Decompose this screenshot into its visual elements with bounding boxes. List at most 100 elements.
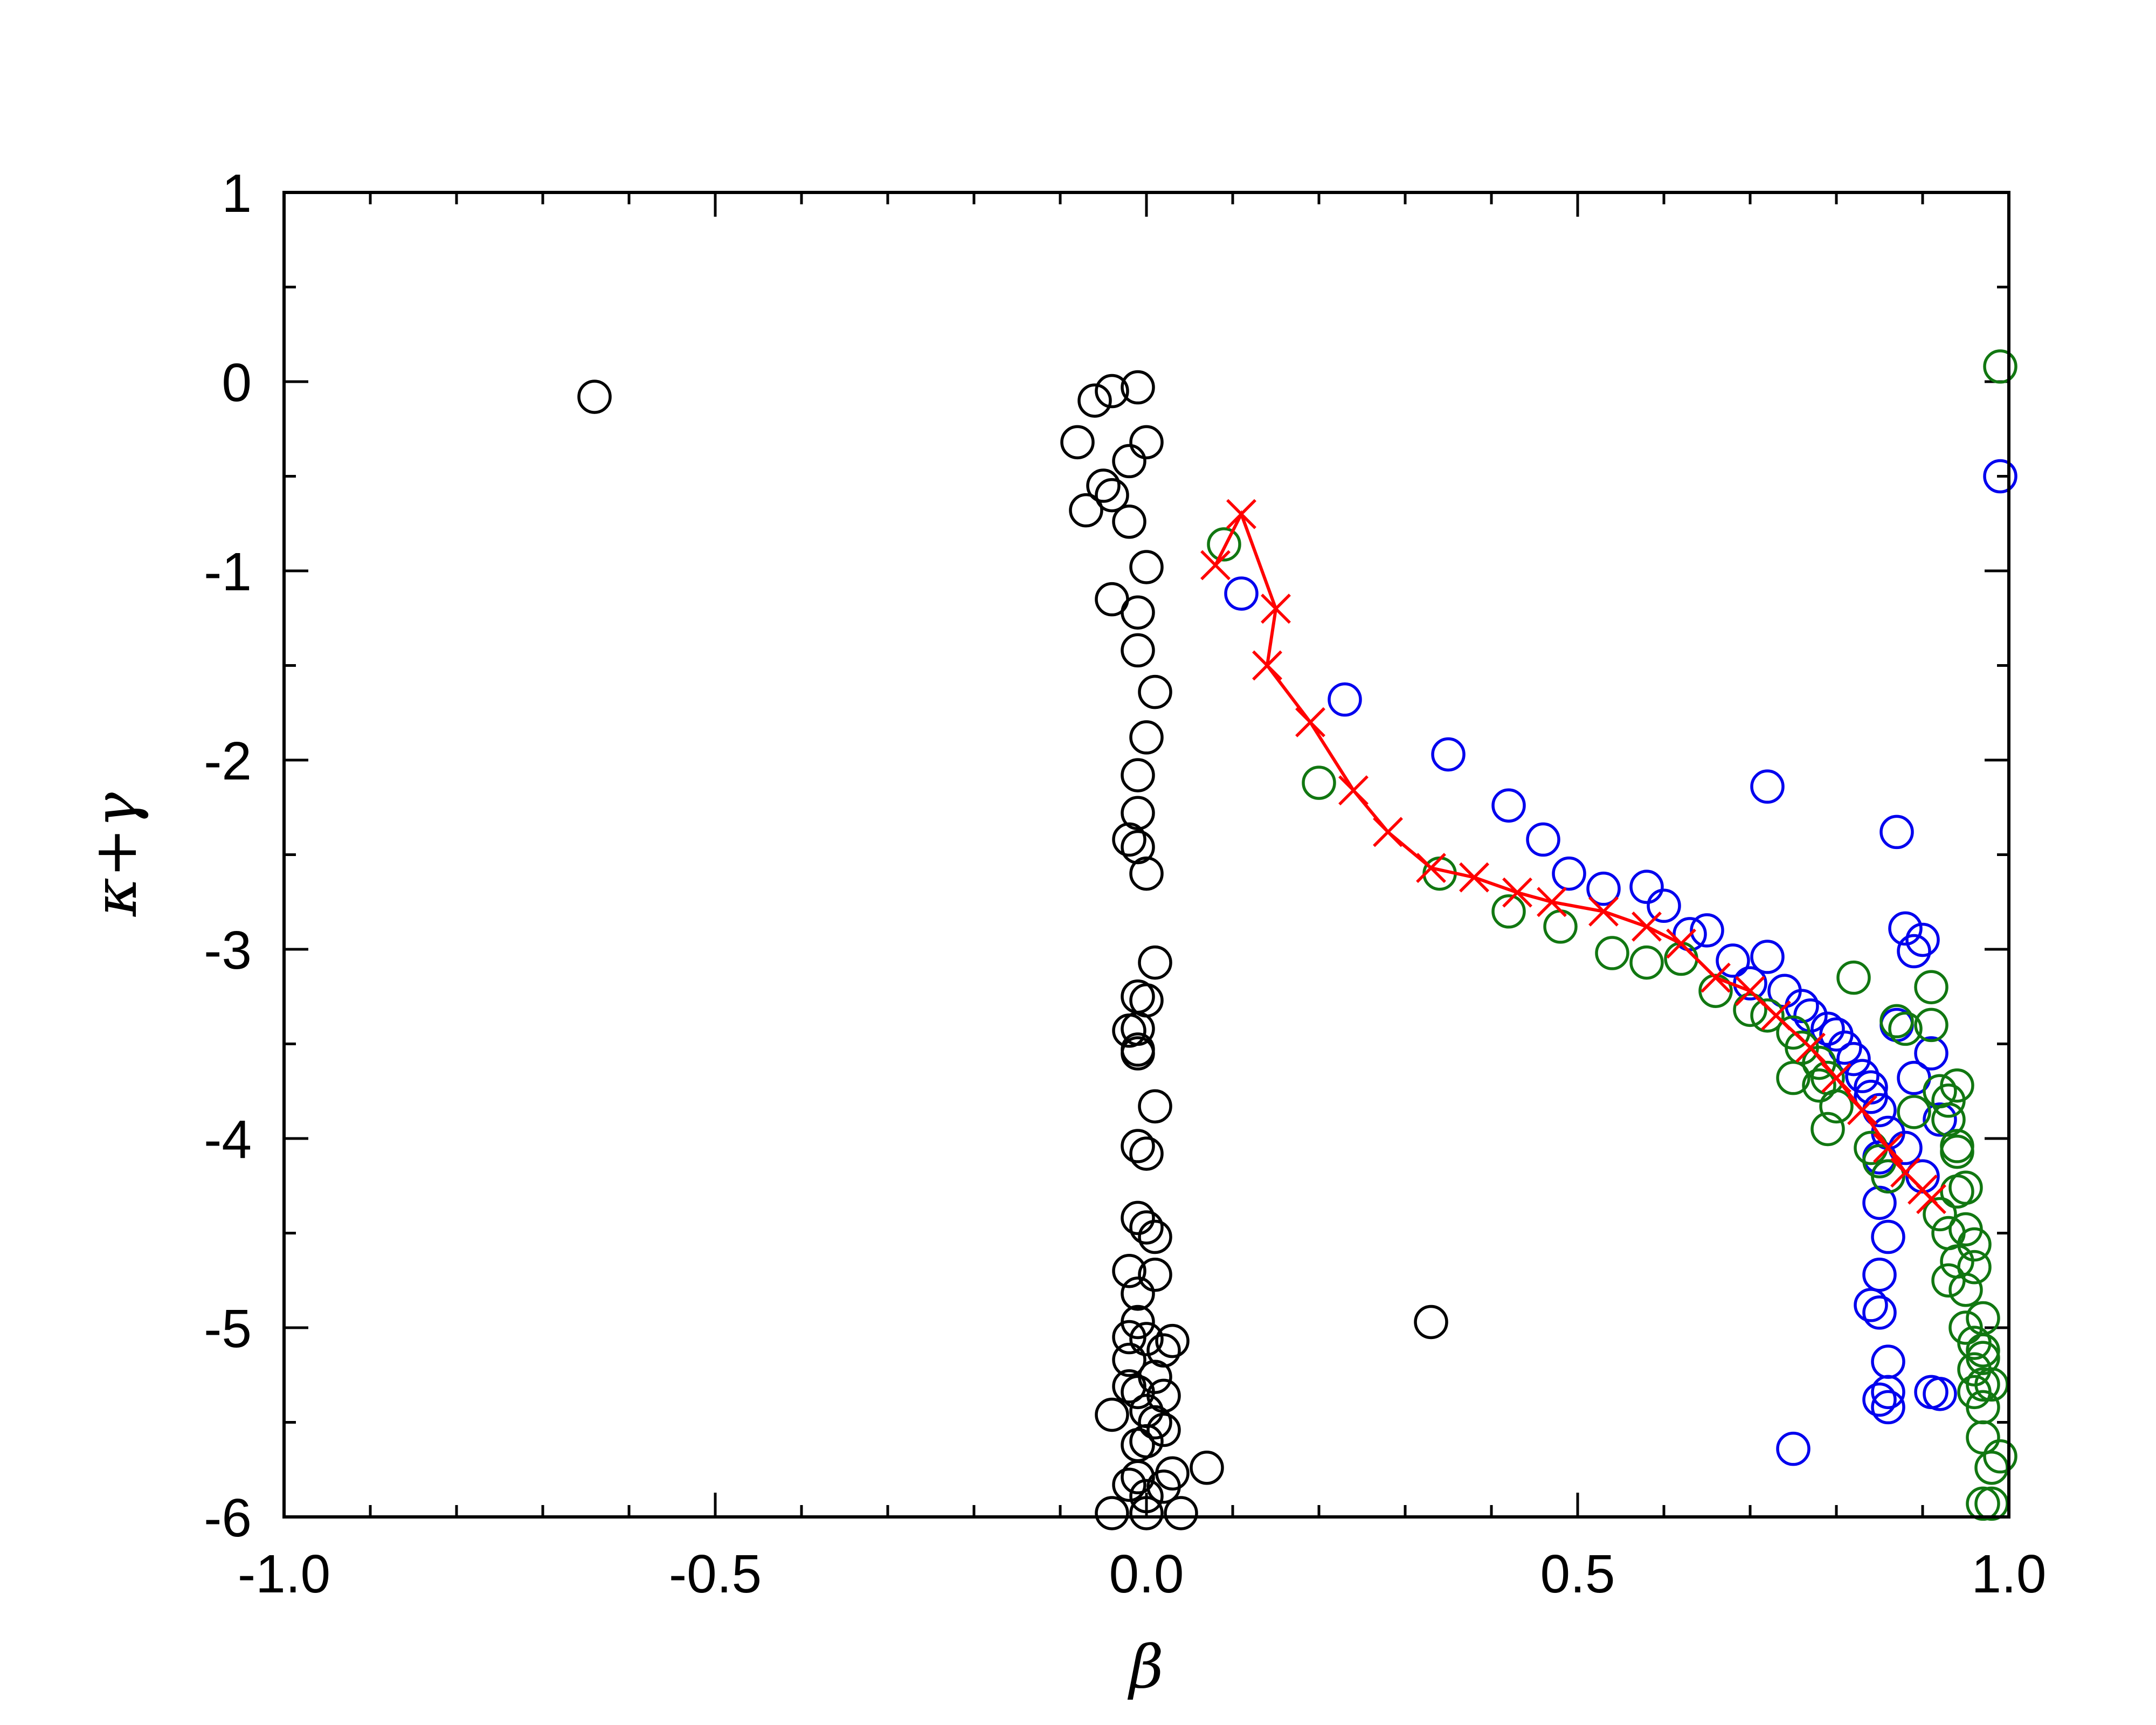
circle-marker [1871,1219,1905,1254]
circle-marker [1966,1333,2000,1368]
x-marker [1416,853,1446,884]
circle-marker [1690,913,1724,948]
x-marker-stroke [1821,1062,1851,1093]
circle-marker [1095,1496,1129,1530]
x-marker [1226,499,1256,529]
circle-marker [1138,1405,1172,1440]
x-marker [1701,962,1731,993]
x-tick-label: 0.0 [1109,1544,1184,1604]
circle-marker [1940,1134,1974,1169]
circle-marker [1121,1036,1155,1071]
circle-marker [1629,870,1664,904]
circle-marker [1095,1397,1129,1432]
circle-marker [1129,1496,1164,1530]
circle-marker [1552,856,1586,891]
circle-marker [1129,1424,1164,1459]
circle-marker [1914,970,1948,1004]
circle-marker [1121,633,1155,668]
circle-marker [1750,769,1785,804]
series-3 [1207,349,2017,1521]
circle-marker [1112,1342,1146,1377]
circle-marker [1595,936,1629,970]
y-tick-label: -5 [204,1299,252,1359]
circle-marker [1414,1305,1448,1340]
series-1 [577,370,1448,1530]
circle-marker [1431,737,1466,772]
circle-marker [1121,796,1155,831]
x-marker-stroke [1200,550,1231,581]
circle-marker [1164,1496,1198,1530]
circle-marker [1716,943,1750,978]
circle-marker [1146,1469,1181,1504]
x-marker-stroke [1632,911,1662,942]
circle-marker [1138,1219,1172,1254]
x-marker-stroke [1252,650,1282,681]
circle-marker [577,380,612,414]
x-tick-label: 0.5 [1540,1544,1615,1604]
x-tick-label: 1.0 [1971,1544,2046,1604]
circle-marker [1586,871,1621,906]
circle-marker [1888,1011,1923,1046]
x-marker [1847,1095,1877,1126]
circle-marker [1811,1112,1845,1147]
x-marker [1873,1133,1903,1163]
x-marker-stroke [1761,1000,1791,1031]
circle-marker [1871,1390,1905,1425]
x-marker [1761,1000,1791,1031]
circle-marker [1129,1210,1164,1245]
circle-marker [1095,374,1129,409]
circle-marker [1966,1341,2000,1375]
series-4 [1200,499,1946,1215]
circle-marker [1871,1375,1905,1410]
circle-marker [1146,1412,1181,1447]
x-marker [1373,817,1403,847]
x-marker [1537,887,1567,917]
circle-marker [1112,504,1146,539]
circle-marker [1629,945,1664,980]
circle-marker [1879,815,1914,850]
x-marker-stroke [1890,1157,1920,1188]
circle-marker [1750,940,1785,974]
circle-marker [1836,960,1871,995]
x-marker [1735,976,1765,1006]
circle-marker [1112,822,1146,857]
circle-marker [1146,1333,1181,1368]
circle-marker [1647,888,1681,923]
x-axis-label: β [1127,1632,1164,1701]
circle-marker [1121,1276,1155,1311]
x-marker [1795,1032,1826,1063]
circle-marker [1923,1197,1957,1232]
x-tick-label: -1.0 [238,1544,330,1604]
circle-marker [1121,1460,1155,1495]
circle-marker [1207,527,1241,562]
circle-marker [1121,370,1155,405]
circle-marker [1733,992,1767,1027]
circle-marker [1983,349,2017,384]
circle-marker [1673,917,1707,951]
x-marker [1588,896,1619,927]
circle-marker [1138,674,1172,709]
circle-marker [1121,830,1155,865]
circle-marker [1845,1059,1879,1093]
circle-marker [1155,1323,1190,1358]
x-marker-stroke [1373,817,1403,847]
circle-marker [1138,1089,1172,1124]
circle-marker [1879,1004,1914,1039]
circle-marker [1129,550,1164,584]
circle-marker [1112,444,1146,479]
circle-marker [1940,1068,1974,1103]
circle-marker [1966,1367,2000,1402]
circle-marker [1914,1036,1948,1071]
circle-marker [1923,1377,1957,1411]
circle-marker [1224,576,1259,611]
x-marker [1502,877,1532,908]
circle-marker [1897,1095,1931,1129]
circle-marker [1828,1030,1862,1065]
x-marker-stroke [1666,928,1696,959]
circle-marker [1862,1295,1897,1330]
circle-marker [1897,934,1931,969]
circle-marker [1776,1431,1811,1466]
y-tick-label: 1 [222,163,252,224]
